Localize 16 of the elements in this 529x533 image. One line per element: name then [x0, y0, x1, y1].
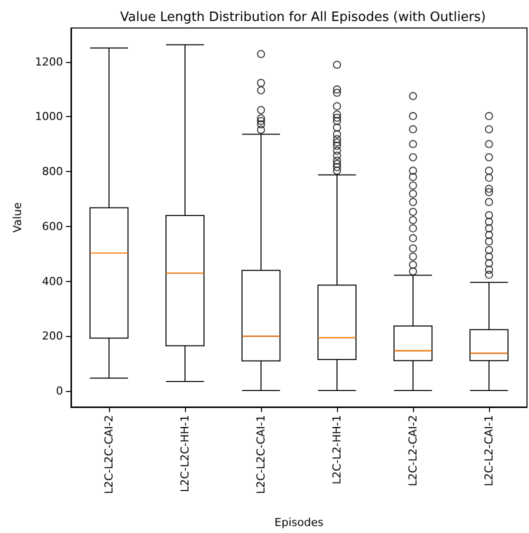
x-tick-label: L2C-L2-CAI-2: [406, 415, 420, 486]
x-tick-label: L2C-L2-CAI-1: [482, 415, 496, 486]
x-axis-title: Episodes: [274, 516, 324, 529]
y-tick-label: 200: [42, 330, 63, 343]
chart-title: Value Length Distribution for All Episodes (with Outliers): [120, 10, 486, 25]
x-tick-label: L2C-L2C-CAI-2: [102, 415, 116, 494]
y-axis-title: Value: [11, 202, 24, 233]
y-tick-label: 1200: [35, 55, 63, 68]
x-tick-label: L2C-L2C-CAI-1: [254, 415, 268, 494]
x-tick-label: L2C-L2-HH-1: [330, 415, 344, 484]
y-tick-label: 600: [42, 220, 63, 233]
x-tick-label: L2C-L2C-HH-1: [178, 415, 192, 492]
y-tick-label: 800: [42, 165, 63, 178]
y-tick-label: 400: [42, 274, 63, 288]
y-tick-label: 1000: [35, 110, 63, 124]
y-tick-label: 0: [56, 384, 63, 398]
